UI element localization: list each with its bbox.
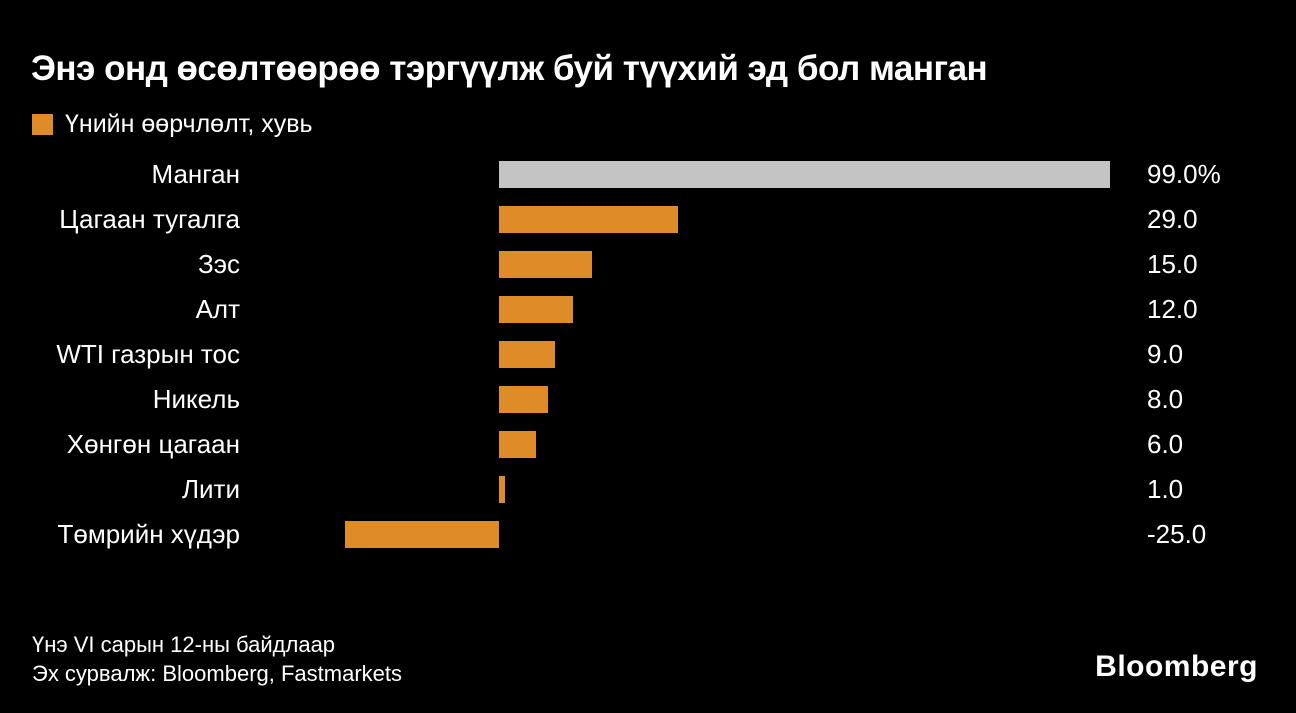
bar-row: Лити 1.0 [0,467,1296,512]
bar-row: Зэс 15.0 [0,242,1296,287]
category-label: Никель [152,384,240,414]
category-label: Цагаан тугалга [59,204,240,234]
value-label: 99.0% [1147,159,1221,189]
footer-source: Эх сурвалж: Bloomberg, Fastmarkets [32,661,403,686]
category-label: Хөнгөн цагаан [66,429,240,459]
value-label: 15.0 [1147,249,1198,279]
bar-row: Цагаан тугалга 29.0 [0,197,1296,242]
bar-row: Төмрийн хүдэр -25.0 [0,512,1296,557]
bar [499,296,573,323]
bar [499,341,555,368]
legend-swatch-icon [32,114,53,135]
bar-chart: Манган 99.0% Цагаан тугалга 29.0 Зэс 15.0 Алт 1… [0,152,1296,557]
bar-row: Алт 12.0 [0,287,1296,332]
bar [345,521,499,548]
bar-row: Никель 8.0 [0,377,1296,422]
bar-row: WTI газрын тос 9.0 [0,332,1296,377]
bar [499,161,1110,188]
bar [499,386,548,413]
value-label: 1.0 [1147,474,1184,504]
bar [499,251,592,278]
value-label: 29.0 [1147,204,1198,234]
chart-title: Энэ онд өсөлтөөрөө тэргүүлж буй түүхий э… [31,49,988,88]
footer-note: Үнэ VI сарын 12-ны байдлаар [32,632,336,657]
value-label: 12.0 [1147,294,1198,324]
category-label: Алт [195,294,240,324]
category-label: Лити [181,474,240,504]
legend-label: Үнийн өөрчлөлт, хувь [65,110,313,138]
value-label: 9.0 [1147,339,1184,369]
bar [499,431,536,458]
bar [499,476,505,503]
bloomberg-logo: Bloomberg [1095,650,1258,683]
bar-row: Хөнгөн цагаан 6.0 [0,422,1296,467]
footer: Үнэ VI сарын 12-ны байдлаар Эх сурвалж: … [32,630,402,688]
category-label: Төмрийн хүдэр [57,519,241,549]
legend: Үнийн өөрчлөлт, хувь [32,110,313,139]
value-label: 6.0 [1147,429,1184,459]
value-label: 8.0 [1147,384,1184,414]
bar-row: Манган 99.0% [0,152,1296,197]
value-label: -25.0 [1147,519,1207,549]
category-label: Манган [151,159,241,189]
category-label: WTI газрын тос [56,339,240,369]
bar [499,206,678,233]
category-label: Зэс [198,249,240,279]
